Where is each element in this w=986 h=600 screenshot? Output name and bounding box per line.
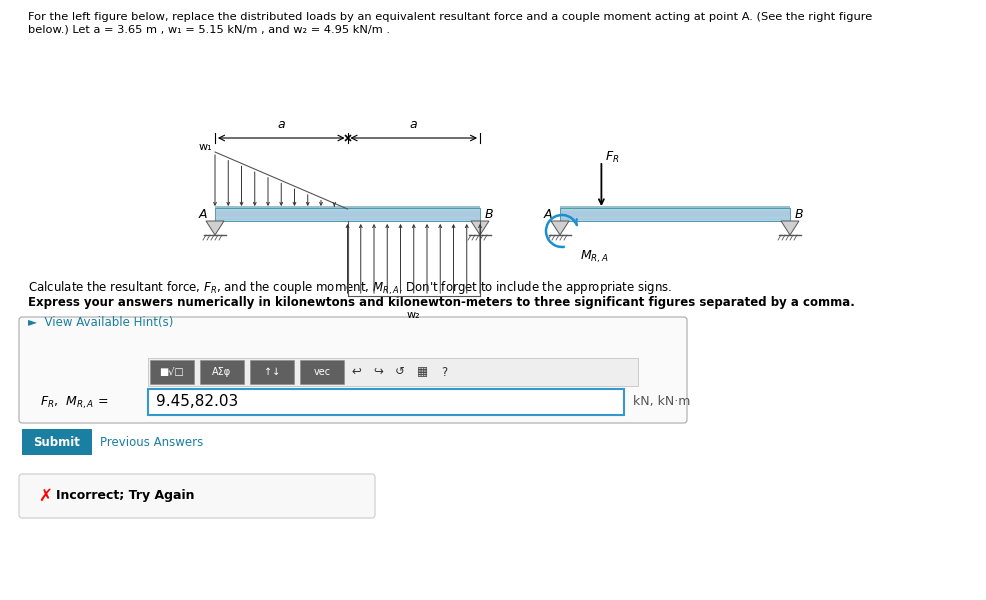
Text: A: A	[543, 208, 552, 221]
Text: w₁: w₁	[198, 142, 212, 152]
Bar	[300, 360, 344, 384]
Text: ↑↓: ↑↓	[264, 367, 280, 377]
Text: ↩: ↩	[351, 365, 361, 379]
Text: Incorrect; Try Again: Incorrect; Try Again	[56, 490, 194, 503]
Text: ✗: ✗	[38, 487, 52, 505]
FancyBboxPatch shape	[19, 474, 375, 518]
Text: w₂: w₂	[407, 310, 421, 320]
Bar	[560, 206, 790, 209]
Text: kN, kN·m: kN, kN·m	[633, 395, 690, 409]
Text: ■√□: ■√□	[160, 367, 184, 377]
Bar	[148, 358, 638, 386]
Text: A: A	[198, 208, 207, 221]
Text: 9.45,82.03: 9.45,82.03	[156, 395, 239, 409]
Bar	[148, 389, 624, 415]
Polygon shape	[781, 221, 799, 235]
Polygon shape	[551, 221, 569, 235]
Text: vec: vec	[314, 367, 330, 377]
Text: Submit: Submit	[34, 436, 81, 449]
Text: ►  View Available Hint(s): ► View Available Hint(s)	[28, 316, 174, 329]
Polygon shape	[206, 221, 224, 235]
Text: $F_R$: $F_R$	[605, 150, 620, 165]
Text: ↺: ↺	[395, 365, 405, 379]
Bar	[250, 360, 294, 384]
Text: below.) Let a = 3.65 m , w₁ = 5.15 kN/m , and w₂ = 4.95 kN/m .: below.) Let a = 3.65 m , w₁ = 5.15 kN/m …	[28, 25, 390, 35]
Text: $M_{R,A}$: $M_{R,A}$	[580, 249, 608, 265]
Text: $F_R$,  $M_{R,A}$ =: $F_R$, $M_{R,A}$ =	[40, 395, 108, 411]
Text: a: a	[277, 118, 285, 131]
Bar	[560, 208, 790, 221]
Text: a: a	[410, 118, 417, 131]
Bar	[22, 429, 92, 455]
Text: ▦: ▦	[416, 365, 428, 379]
Text: ?: ?	[441, 365, 447, 379]
Text: ↪: ↪	[373, 365, 383, 379]
Text: Previous Answers: Previous Answers	[100, 436, 203, 449]
Bar	[215, 208, 480, 221]
Polygon shape	[471, 221, 489, 235]
Text: B: B	[795, 208, 804, 221]
Bar	[150, 360, 194, 384]
Text: Calculate the resultant force, $F_R$, and the couple moment, $M_{R,A}$. Don't fo: Calculate the resultant force, $F_R$, an…	[28, 280, 672, 297]
Bar	[200, 360, 244, 384]
Text: For the left figure below, replace the distributed loads by an equivalent result: For the left figure below, replace the d…	[28, 12, 873, 22]
Bar	[215, 206, 480, 209]
Text: Express your answers numerically in kilonewtons and kilonewton-meters to three s: Express your answers numerically in kilo…	[28, 296, 855, 309]
Text: B: B	[485, 208, 494, 221]
FancyBboxPatch shape	[19, 317, 687, 423]
Text: ΑΣφ: ΑΣφ	[212, 367, 232, 377]
